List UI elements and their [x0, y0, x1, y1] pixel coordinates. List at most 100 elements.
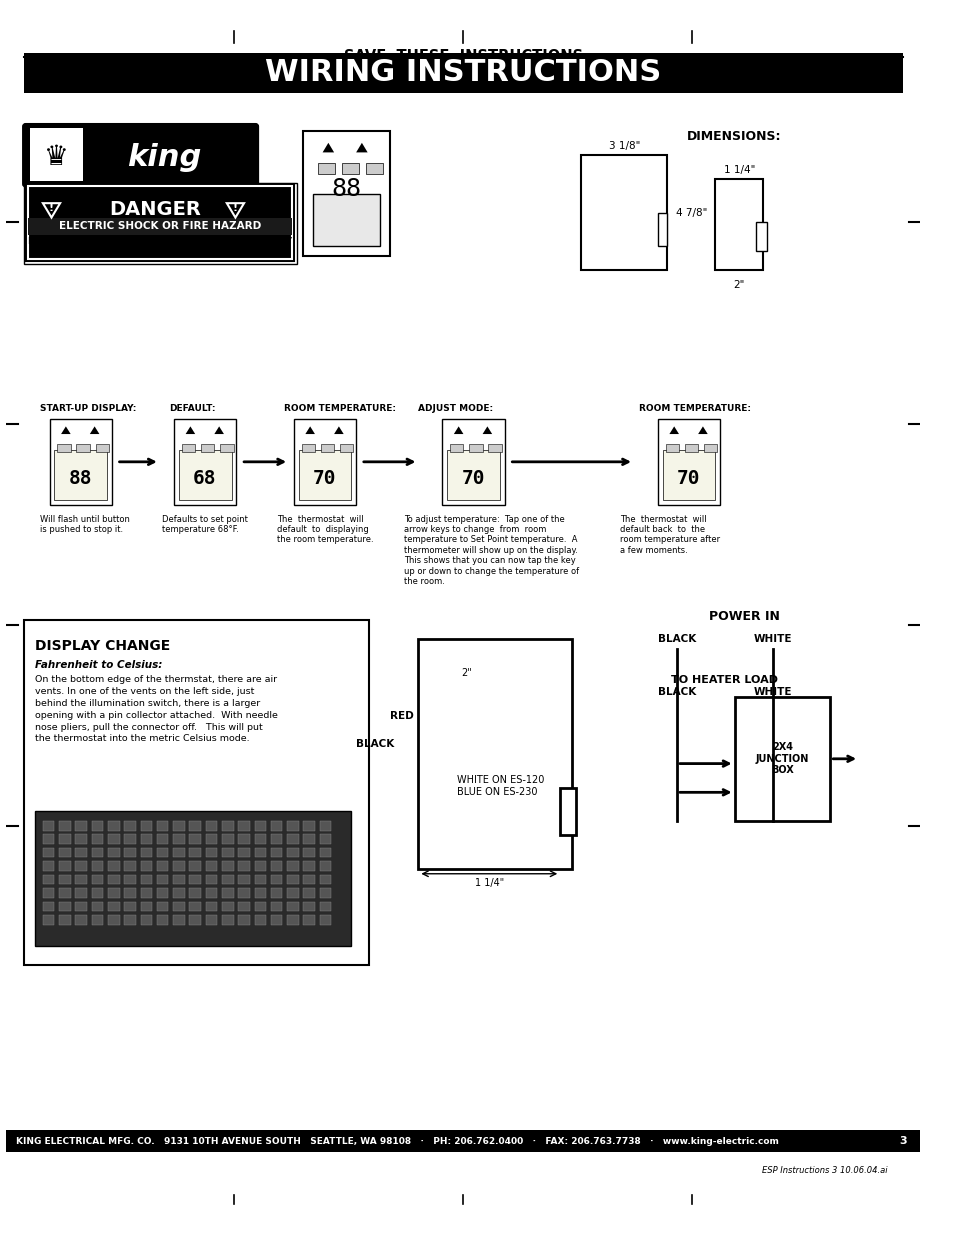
Bar: [254, 874, 266, 884]
Text: WIRING INSTRUCTIONS: WIRING INSTRUCTIONS: [265, 58, 660, 88]
Bar: [43, 848, 54, 857]
Text: WHITE: WHITE: [753, 687, 791, 697]
Bar: [75, 915, 87, 925]
Bar: [156, 835, 168, 844]
Bar: [271, 861, 282, 871]
Bar: [319, 848, 331, 857]
Polygon shape: [454, 426, 463, 433]
Polygon shape: [90, 426, 99, 433]
Bar: [301, 443, 314, 452]
Bar: [684, 443, 698, 452]
Bar: [715, 179, 762, 270]
Bar: [319, 874, 331, 884]
Bar: [450, 443, 463, 452]
Text: On the bottom edge of the thermstat, there are air
vents. In one of the vents on: On the bottom edge of the thermstat, the…: [35, 676, 278, 743]
Bar: [75, 821, 87, 831]
Bar: [75, 848, 87, 857]
Text: 3: 3: [899, 1136, 906, 1146]
Text: ESP Instructions 3 10.06.04.ai: ESP Instructions 3 10.06.04.ai: [761, 1166, 887, 1176]
Bar: [59, 861, 71, 871]
Text: 88: 88: [69, 468, 91, 488]
Bar: [320, 443, 334, 452]
Text: DIMENSIONS:: DIMENSIONS:: [686, 130, 781, 142]
Text: READ ALL WIRE SIZING, VOLTAGE REQUIREMENTS AND SAFETY
DATA TO AVOID PROPERTY DAM: READ ALL WIRE SIZING, VOLTAGE REQUIREMEN…: [28, 237, 292, 256]
Text: 4 7/8": 4 7/8": [675, 207, 706, 217]
Bar: [303, 861, 314, 871]
Text: !: !: [49, 203, 54, 212]
Bar: [658, 212, 667, 246]
Bar: [303, 848, 314, 857]
Bar: [238, 835, 250, 844]
Bar: [108, 835, 119, 844]
Polygon shape: [186, 426, 195, 433]
Text: The  thermostat  will
default back  to  the
room temperature after
a few moments: The thermostat will default back to the …: [618, 515, 719, 555]
Bar: [124, 835, 135, 844]
Bar: [124, 861, 135, 871]
Bar: [91, 861, 103, 871]
Bar: [319, 861, 331, 871]
Bar: [238, 821, 250, 831]
Bar: [190, 874, 201, 884]
Polygon shape: [214, 426, 224, 433]
Bar: [755, 222, 766, 251]
Bar: [222, 821, 233, 831]
Bar: [173, 874, 185, 884]
Bar: [50, 419, 112, 505]
Bar: [43, 902, 54, 911]
Text: 2": 2": [733, 279, 744, 289]
Bar: [43, 915, 54, 925]
Bar: [28, 217, 292, 235]
Bar: [173, 835, 185, 844]
Text: WHITE: WHITE: [753, 635, 791, 645]
Bar: [179, 451, 232, 500]
Bar: [319, 835, 331, 844]
Bar: [580, 156, 667, 270]
Bar: [238, 902, 250, 911]
Bar: [156, 902, 168, 911]
Polygon shape: [322, 143, 334, 152]
Bar: [206, 835, 217, 844]
Bar: [418, 638, 571, 869]
Bar: [190, 835, 201, 844]
Bar: [75, 861, 87, 871]
Polygon shape: [227, 204, 244, 217]
Bar: [271, 835, 282, 844]
Bar: [190, 861, 201, 871]
Bar: [173, 848, 185, 857]
Polygon shape: [305, 426, 314, 433]
Bar: [339, 443, 353, 452]
Bar: [303, 131, 389, 256]
Text: 2X4
JUNCTION
BOX: 2X4 JUNCTION BOX: [755, 742, 808, 776]
Text: POWER IN: POWER IN: [708, 610, 779, 624]
Bar: [59, 902, 71, 911]
Bar: [108, 861, 119, 871]
Text: king: king: [127, 143, 201, 172]
Bar: [59, 888, 71, 898]
Bar: [43, 861, 54, 871]
Polygon shape: [61, 426, 71, 433]
Polygon shape: [43, 204, 60, 217]
Bar: [303, 888, 314, 898]
Bar: [271, 848, 282, 857]
Bar: [76, 443, 90, 452]
FancyBboxPatch shape: [23, 124, 258, 186]
Bar: [156, 861, 168, 871]
Text: 3 1/8": 3 1/8": [608, 141, 639, 151]
Bar: [91, 848, 103, 857]
Bar: [26, 184, 294, 261]
Bar: [222, 861, 233, 871]
Bar: [124, 902, 135, 911]
Bar: [222, 888, 233, 898]
Bar: [319, 915, 331, 925]
Bar: [488, 443, 501, 452]
Bar: [91, 835, 103, 844]
Text: 70: 70: [676, 468, 700, 488]
Bar: [140, 848, 152, 857]
Bar: [287, 861, 298, 871]
Bar: [140, 861, 152, 871]
Bar: [156, 915, 168, 925]
Bar: [238, 861, 250, 871]
Bar: [206, 902, 217, 911]
Bar: [91, 915, 103, 925]
Bar: [665, 443, 679, 452]
